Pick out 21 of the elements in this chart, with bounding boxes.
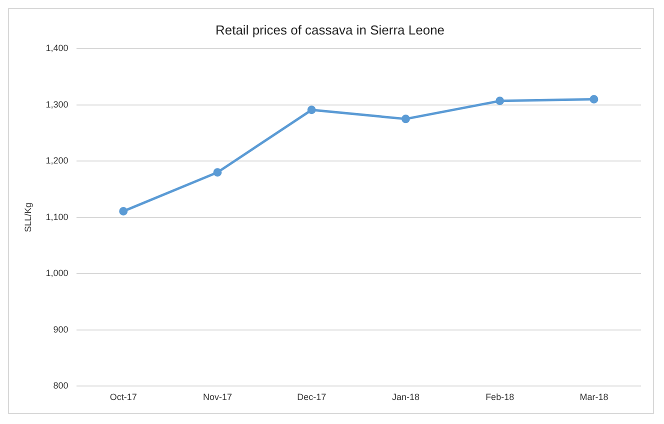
x-tick-label: Dec-17	[297, 392, 326, 402]
point	[401, 114, 410, 124]
y-tick-label: 1,000	[46, 268, 68, 278]
y-tick-label: 900	[53, 324, 68, 334]
x-tick-label: Feb-18	[486, 392, 514, 402]
x-tick-label: Jan-18	[392, 392, 420, 402]
y-tick-label: 800	[53, 380, 68, 391]
y-tick-label: 1,100	[46, 212, 68, 222]
y-tick-label: 1,200	[46, 156, 68, 166]
point	[307, 106, 316, 114]
point	[496, 96, 504, 106]
point	[213, 168, 222, 177]
chart-title: Retail prices of cassava in Sierra Leone	[215, 22, 445, 38]
x-tick-label: Mar-18	[580, 392, 608, 402]
x-tick-label: Nov-17	[202, 392, 232, 402]
point	[590, 94, 598, 104]
y-tick-label: 1,300	[46, 99, 68, 110]
y-tick-label: 1,400	[46, 43, 68, 54]
x-tick-label: Oct-17	[110, 392, 137, 402]
y-axis-title: SLL/Kg	[22, 202, 33, 232]
point	[119, 206, 128, 216]
